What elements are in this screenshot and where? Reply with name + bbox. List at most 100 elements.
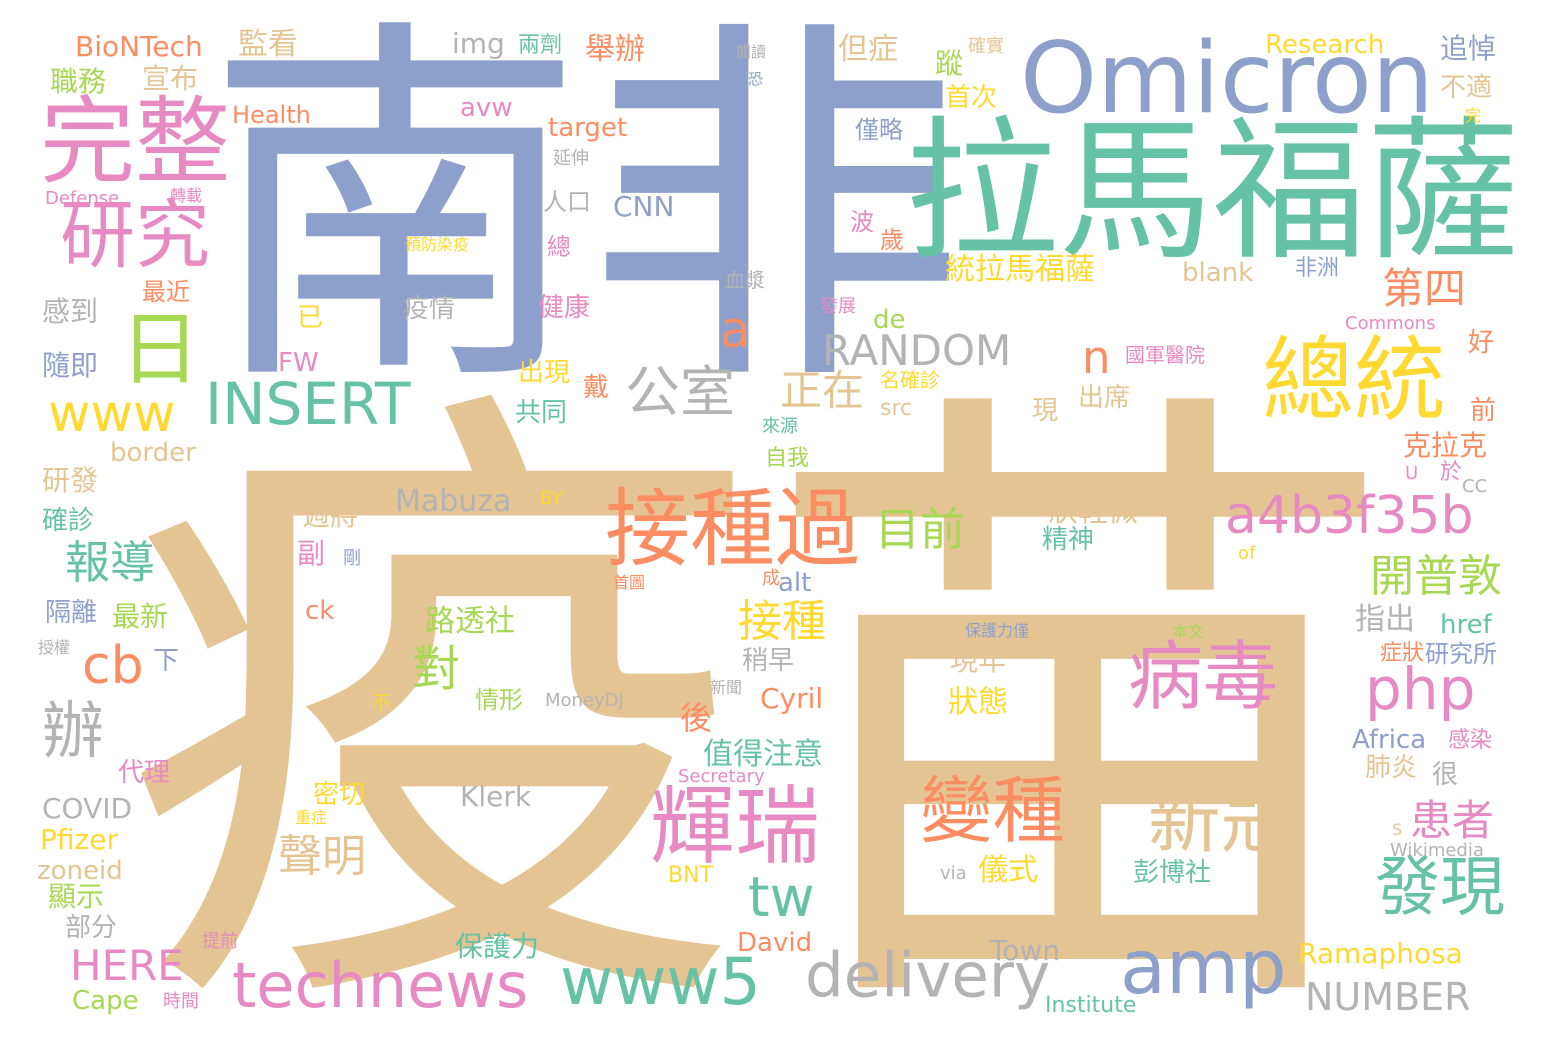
word-45: img bbox=[452, 27, 505, 60]
word-10: a bbox=[720, 301, 751, 359]
word-151: via bbox=[940, 863, 967, 884]
word-125: 本文 bbox=[1172, 622, 1205, 641]
word-142: Secretary bbox=[678, 766, 765, 787]
word-25: technews bbox=[232, 949, 529, 1022]
word-19: 變種 bbox=[920, 768, 1066, 854]
word-20: 新冠 bbox=[1148, 778, 1294, 864]
word-70: 總 bbox=[547, 233, 571, 261]
word-51: 追悼 bbox=[1440, 32, 1497, 65]
word-71: 血漿 bbox=[725, 268, 765, 292]
word-39: HERE bbox=[70, 941, 184, 990]
word-57: avw bbox=[460, 93, 513, 123]
word-141: 很 bbox=[1432, 760, 1459, 790]
word-113: 成 bbox=[762, 568, 780, 589]
word-153: 彭博社 bbox=[1133, 858, 1212, 888]
word-155: 顯示 bbox=[48, 880, 105, 913]
word-69: 預防染疫 bbox=[405, 235, 470, 254]
word-90: 出席 bbox=[1078, 383, 1131, 413]
word-41: BioNTech bbox=[75, 30, 203, 63]
word-7: www bbox=[48, 384, 176, 444]
word-1: 南非 bbox=[205, 0, 965, 432]
word-27: cb bbox=[82, 636, 144, 696]
word-75: 最近 bbox=[142, 278, 190, 306]
word-15: a4b3f35b bbox=[1225, 486, 1474, 546]
word-163: 時間 bbox=[163, 991, 199, 1012]
word-65: 人口 bbox=[543, 188, 591, 216]
word-54: 首次 bbox=[945, 83, 998, 113]
word-144: Klerk bbox=[460, 780, 532, 813]
word-122: 稍早 bbox=[742, 646, 795, 676]
word-164: Institute bbox=[1045, 993, 1137, 1018]
word-140: 肺炎 bbox=[1365, 753, 1418, 783]
word-136: Africa bbox=[1352, 725, 1427, 755]
word-49: 確實 bbox=[968, 36, 1004, 57]
word-34: 第四 bbox=[1382, 264, 1467, 313]
word-149: Pfizer bbox=[40, 823, 118, 856]
word-104: BY bbox=[540, 488, 563, 509]
word-95: 克拉克 bbox=[1403, 429, 1488, 462]
word-111: 衛生 bbox=[432, 565, 489, 598]
word-62: 延伸 bbox=[553, 148, 589, 169]
word-59: target bbox=[548, 113, 628, 143]
word-3: Omicron bbox=[1020, 22, 1434, 136]
word-2: 拉馬福薩 bbox=[905, 101, 1521, 282]
word-14: 接種過 bbox=[605, 479, 861, 579]
word-92: 現 bbox=[1032, 396, 1059, 426]
word-26: tw bbox=[748, 865, 815, 929]
word-85: 出現 bbox=[518, 358, 571, 388]
word-158: David bbox=[737, 928, 813, 958]
word-13: 總統 bbox=[1262, 327, 1447, 434]
word-118: 指出 bbox=[1355, 602, 1415, 637]
word-61: 完 bbox=[1465, 106, 1482, 125]
word-44: 宣布 bbox=[142, 62, 199, 95]
word-130: 狀態 bbox=[948, 685, 1008, 720]
word-66: CNN bbox=[613, 190, 675, 223]
word-147: S bbox=[1392, 820, 1403, 839]
word-6: 日 bbox=[120, 303, 201, 397]
word-123: 現年 bbox=[950, 644, 1007, 677]
word-139: 代理 bbox=[118, 758, 171, 788]
word-88: src bbox=[880, 396, 913, 421]
word-114: alt bbox=[778, 568, 812, 598]
word-145: COVID bbox=[42, 792, 133, 825]
word-98: 研發 bbox=[42, 464, 99, 497]
word-97: 自我 bbox=[765, 446, 810, 471]
word-52: 不適 bbox=[1440, 73, 1493, 103]
word-40: NUMBER bbox=[1305, 975, 1471, 1019]
word-4: 完整 bbox=[40, 86, 231, 198]
word-116: 最新 bbox=[112, 600, 169, 633]
word-58: Health bbox=[232, 101, 311, 129]
word-48: 但症 bbox=[838, 32, 898, 67]
word-127: 症狀 bbox=[1380, 641, 1425, 666]
word-148: Wikimedia bbox=[1390, 840, 1484, 861]
word-134: 新聞 bbox=[710, 678, 743, 697]
word-16: 病毒 bbox=[1128, 634, 1279, 721]
word-81: 已 bbox=[297, 303, 324, 333]
word-157: 保護力 bbox=[455, 930, 540, 963]
word-84: FW bbox=[278, 348, 319, 378]
word-23: delivery bbox=[805, 939, 1051, 1012]
word-53: 蹤 bbox=[935, 47, 964, 80]
word-36: 聲明 bbox=[278, 831, 366, 882]
word-162: Cape bbox=[72, 986, 139, 1016]
word-73: 非洲 bbox=[1295, 256, 1340, 281]
word-22: amp bbox=[1120, 923, 1287, 1011]
word-47: 舉辦 bbox=[585, 32, 645, 67]
word-35: 患者 bbox=[1410, 796, 1495, 845]
word-107: 精神 bbox=[1042, 525, 1095, 555]
word-102: 週將 bbox=[302, 499, 359, 532]
word-152: 儀式 bbox=[978, 853, 1038, 888]
word-120: 授權 bbox=[38, 638, 71, 657]
word-103: Mabuza bbox=[395, 484, 512, 519]
word-56: 恐 bbox=[748, 70, 764, 88]
word-9: 公室 bbox=[625, 360, 736, 424]
word-46: 兩劑 bbox=[518, 33, 563, 58]
word-126: href bbox=[1440, 610, 1492, 640]
word-32: 報導 bbox=[65, 536, 156, 589]
word-5: 研究 bbox=[60, 191, 210, 279]
word-93: 前 bbox=[1470, 396, 1497, 426]
word-76: 疫情 bbox=[403, 294, 456, 324]
word-38: 統拉馬福薩 bbox=[945, 252, 1095, 287]
word-89: 戴 bbox=[583, 373, 610, 403]
